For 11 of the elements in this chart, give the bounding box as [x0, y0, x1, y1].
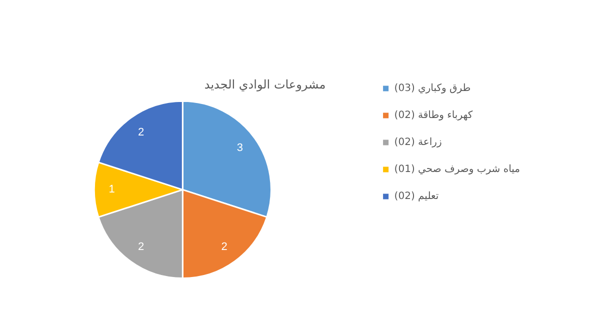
legend-label: مياه شرب وصرف صحي (01): [394, 164, 520, 176]
data-label: 2: [221, 241, 228, 254]
data-label: 2: [138, 241, 144, 254]
data-label: 1: [108, 184, 115, 196]
chart-title: مشروعات الوادي الجديد: [204, 77, 326, 92]
legend-label: طرق وكباري (03): [394, 83, 471, 94]
data-label: 2: [138, 126, 144, 138]
legend-label: تعليم (02): [394, 191, 439, 202]
data-label: 3: [236, 142, 244, 154]
legend-label: زراعة (02): [394, 137, 442, 148]
legend-label: كهرباء وطاقة (02): [394, 110, 473, 122]
